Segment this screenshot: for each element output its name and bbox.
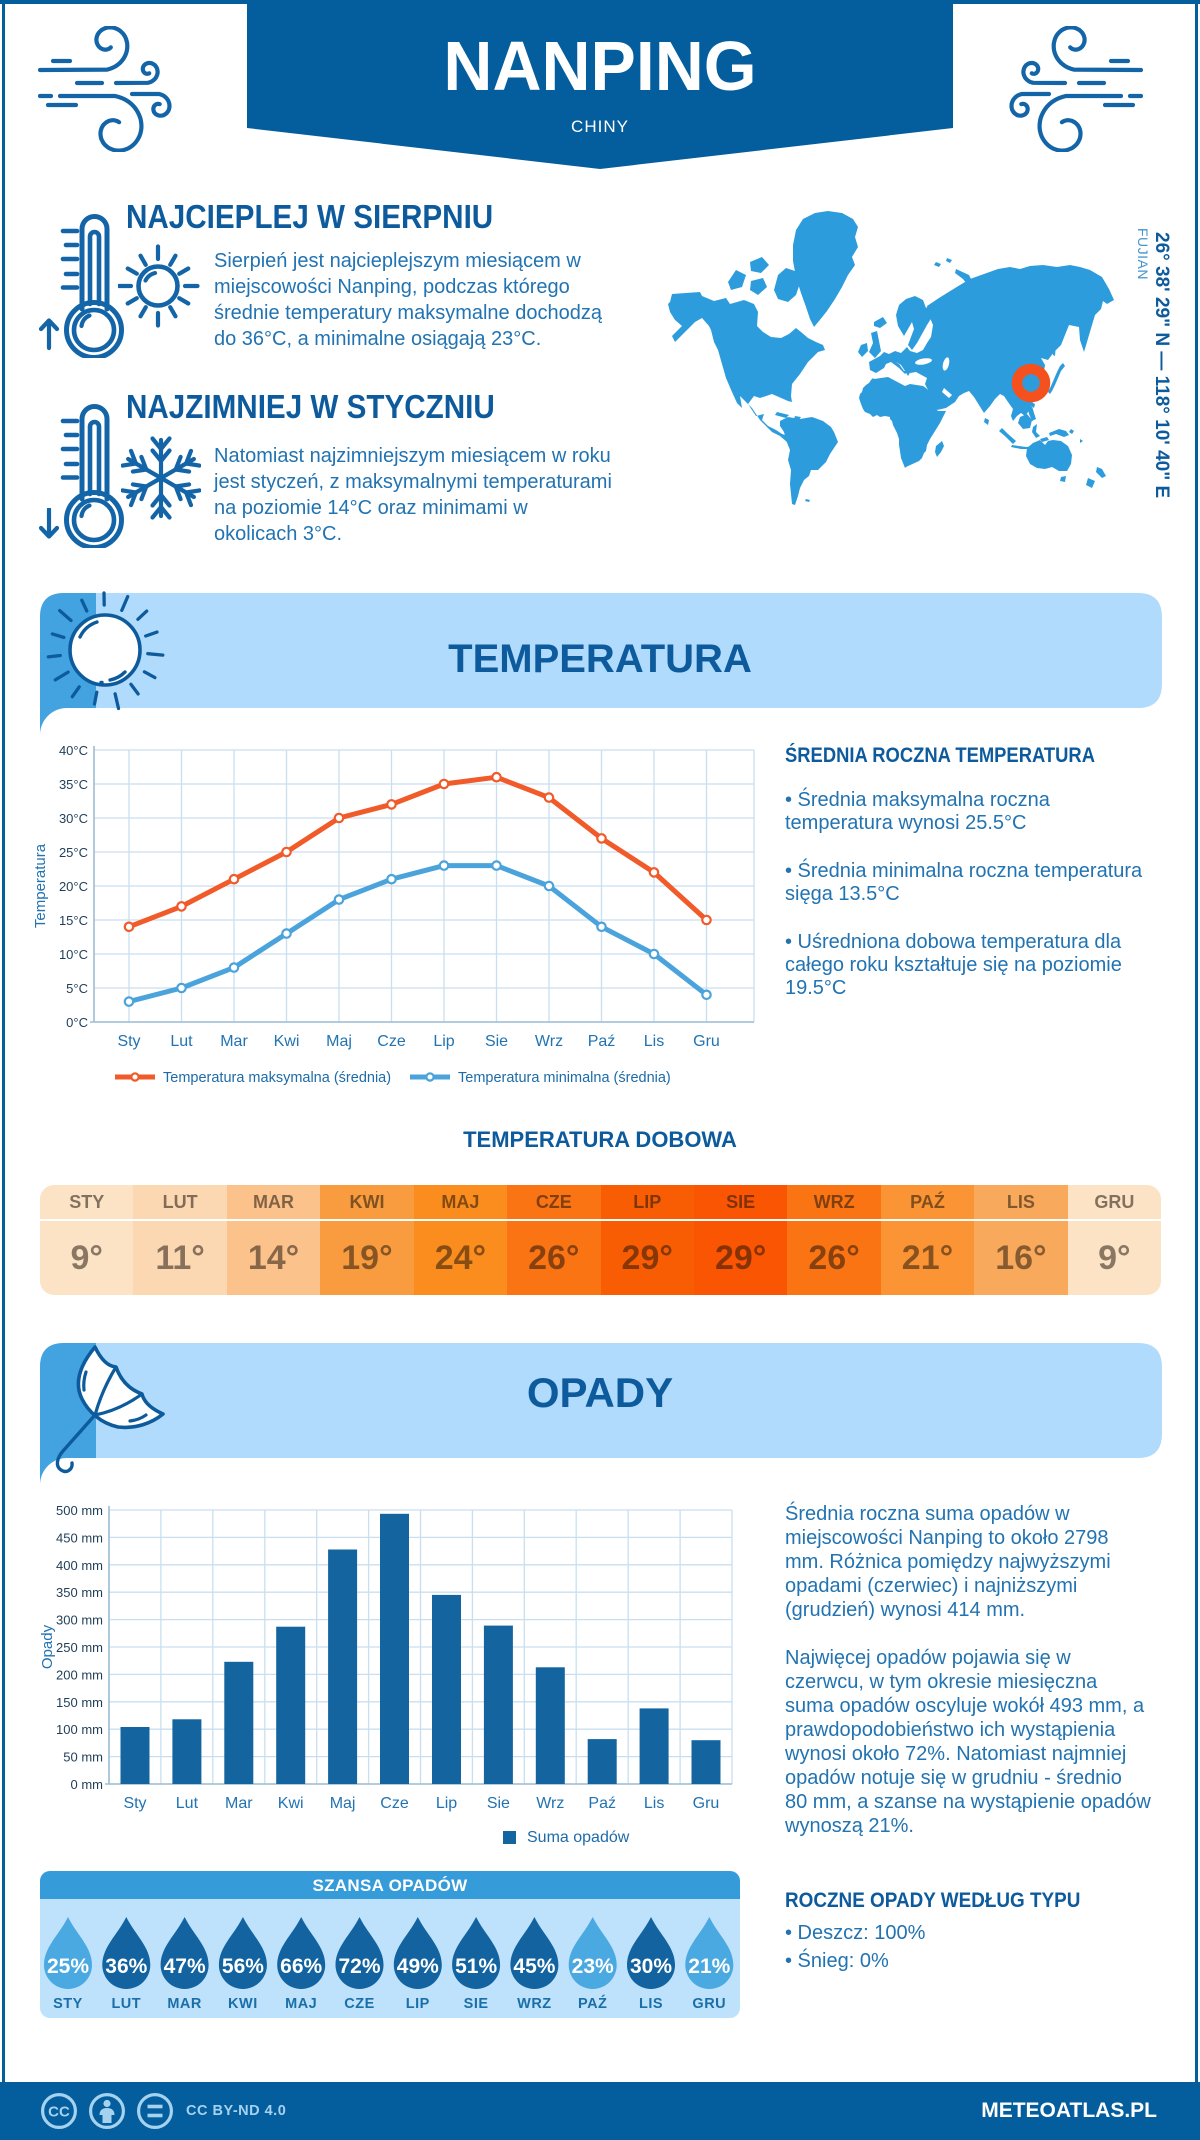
svg-text:Wrz: Wrz bbox=[536, 1795, 564, 1812]
svg-text:Kwi: Kwi bbox=[274, 1033, 300, 1050]
svg-text:Suma opadów: Suma opadów bbox=[527, 1829, 630, 1846]
svg-text:MAR: MAR bbox=[167, 1996, 202, 2012]
svg-text:66%: 66% bbox=[280, 1955, 322, 1978]
svg-text:35°C: 35°C bbox=[59, 777, 88, 792]
svg-text:0°C: 0°C bbox=[66, 1015, 88, 1030]
svg-text:Cze: Cze bbox=[380, 1795, 409, 1812]
svg-text:23%: 23% bbox=[572, 1955, 614, 1978]
svg-text:56%: 56% bbox=[222, 1955, 264, 1978]
svg-text:51%: 51% bbox=[455, 1955, 497, 1978]
svg-text:20°C: 20°C bbox=[59, 879, 88, 894]
svg-text:150 mm: 150 mm bbox=[56, 1695, 103, 1710]
svg-text:350 mm: 350 mm bbox=[56, 1585, 103, 1600]
svg-text:Sie: Sie bbox=[485, 1033, 508, 1050]
svg-text:KWI: KWI bbox=[228, 1996, 258, 2012]
svg-text:25°C: 25°C bbox=[59, 845, 88, 860]
svg-text:45%: 45% bbox=[513, 1955, 555, 1978]
svg-text:15°C: 15°C bbox=[59, 913, 88, 928]
svg-text:WRZ: WRZ bbox=[517, 1996, 552, 2012]
svg-text:Wrz: Wrz bbox=[535, 1033, 563, 1050]
svg-text:50 mm: 50 mm bbox=[63, 1750, 103, 1765]
svg-text:Sie: Sie bbox=[487, 1795, 510, 1812]
svg-text:Maj: Maj bbox=[330, 1795, 356, 1812]
svg-text:40°C: 40°C bbox=[59, 743, 88, 758]
svg-text:10°C: 10°C bbox=[59, 947, 88, 962]
svg-text:Sty: Sty bbox=[117, 1033, 140, 1050]
svg-text:30°C: 30°C bbox=[59, 811, 88, 826]
svg-text:Lis: Lis bbox=[644, 1795, 664, 1812]
svg-text:Lip: Lip bbox=[436, 1795, 457, 1812]
svg-text:Temperatura minimalna (średnia: Temperatura minimalna (średnia) bbox=[458, 1070, 671, 1086]
svg-text:Lip: Lip bbox=[433, 1033, 454, 1050]
svg-text:0 mm: 0 mm bbox=[71, 1777, 104, 1792]
svg-text:500 mm: 500 mm bbox=[56, 1503, 103, 1518]
svg-text:LUT: LUT bbox=[111, 1996, 141, 2012]
svg-text:Opady: Opady bbox=[39, 1624, 56, 1669]
svg-text:LIS: LIS bbox=[639, 1996, 663, 2012]
svg-text:SIE: SIE bbox=[464, 1996, 489, 2012]
svg-text:CC: CC bbox=[48, 2104, 70, 2121]
svg-text:450 mm: 450 mm bbox=[56, 1530, 103, 1545]
svg-text:Gru: Gru bbox=[693, 1033, 720, 1050]
svg-text:Temperatura: Temperatura bbox=[32, 843, 49, 928]
svg-text:300 mm: 300 mm bbox=[56, 1613, 103, 1628]
svg-text:LIP: LIP bbox=[406, 1996, 430, 2012]
svg-text:25%: 25% bbox=[47, 1955, 89, 1978]
svg-text:MAJ: MAJ bbox=[285, 1996, 317, 2012]
svg-text:STY: STY bbox=[53, 1996, 83, 2012]
svg-text:250 mm: 250 mm bbox=[56, 1640, 103, 1655]
svg-text:100 mm: 100 mm bbox=[56, 1722, 103, 1737]
svg-text:400 mm: 400 mm bbox=[56, 1558, 103, 1573]
svg-text:CZE: CZE bbox=[344, 1996, 375, 2012]
svg-text:21%: 21% bbox=[688, 1955, 730, 1978]
svg-text:Mar: Mar bbox=[220, 1033, 248, 1050]
svg-text:5°C: 5°C bbox=[66, 981, 88, 996]
svg-text:GRU: GRU bbox=[692, 1996, 726, 2012]
svg-text:30%: 30% bbox=[630, 1955, 672, 1978]
svg-text:Mar: Mar bbox=[225, 1795, 253, 1812]
svg-text:Lis: Lis bbox=[644, 1033, 664, 1050]
svg-text:Paź: Paź bbox=[588, 1795, 616, 1812]
svg-text:36%: 36% bbox=[105, 1955, 147, 1978]
svg-text:Maj: Maj bbox=[326, 1033, 352, 1050]
svg-text:49%: 49% bbox=[397, 1955, 439, 1978]
svg-text:Gru: Gru bbox=[693, 1795, 720, 1812]
svg-text:200 mm: 200 mm bbox=[56, 1667, 103, 1682]
svg-text:Kwi: Kwi bbox=[278, 1795, 304, 1812]
svg-text:Paź: Paź bbox=[588, 1033, 616, 1050]
svg-text:Lut: Lut bbox=[170, 1033, 193, 1050]
svg-text:72%: 72% bbox=[338, 1955, 380, 1978]
svg-text:Sty: Sty bbox=[123, 1795, 146, 1812]
svg-text:Lut: Lut bbox=[176, 1795, 199, 1812]
svg-text:PAŹ: PAŹ bbox=[578, 1995, 607, 2012]
svg-text:Cze: Cze bbox=[377, 1033, 406, 1050]
svg-text:47%: 47% bbox=[164, 1955, 206, 1978]
svg-text:Temperatura maksymalna (średni: Temperatura maksymalna (średnia) bbox=[163, 1070, 391, 1086]
